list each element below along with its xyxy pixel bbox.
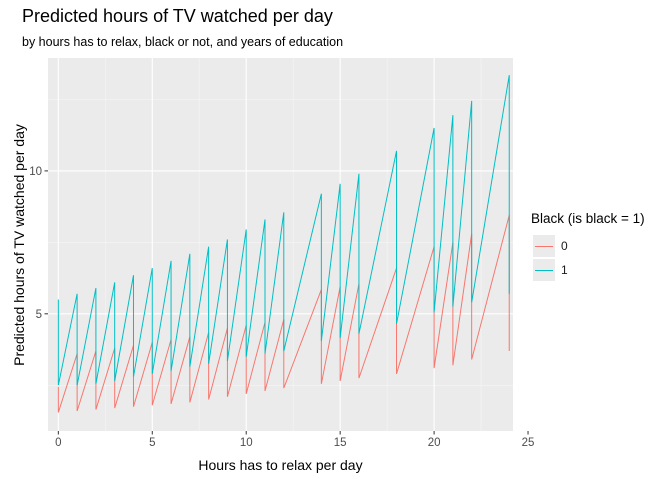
- x-tick-label: 25: [522, 437, 535, 449]
- axis-ticks: [44, 170, 529, 435]
- y-tick-label: 10: [29, 166, 42, 178]
- legend-label-1: 1: [561, 263, 568, 277]
- legend-line-1: [535, 269, 553, 271]
- legend-item-0: 0: [531, 234, 645, 258]
- x-tick-label: 10: [240, 437, 253, 449]
- x-tick-label: 5: [149, 437, 155, 449]
- x-axis-label: Hours has to relax per day: [198, 457, 363, 473]
- y-axis-label: Predicted hours of TV watched per day: [11, 124, 27, 366]
- legend-title: Black (is black = 1): [531, 211, 645, 226]
- chart-subtitle: by hours has to relax, black or not, and…: [22, 35, 344, 49]
- axis-tick-labels: 0 5 10 15 20 25 5 10: [29, 166, 534, 449]
- legend-line-0: [535, 245, 553, 247]
- legend-key-1: [533, 259, 555, 281]
- legend-key-0: [533, 235, 555, 257]
- x-tick-label: 0: [55, 437, 61, 449]
- series-layer: [57, 75, 510, 413]
- grid-minor: [48, 58, 513, 431]
- x-tick-label: 20: [428, 437, 441, 449]
- legend-item-1: 1: [531, 258, 645, 282]
- chart-title: Predicted hours of TV watched per day: [22, 6, 333, 26]
- legend: Black (is black = 1) 0 1: [531, 211, 645, 282]
- x-tick-label: 15: [334, 437, 347, 449]
- y-tick-label: 5: [36, 309, 42, 321]
- series-line-1: [57, 75, 510, 386]
- legend-label-0: 0: [561, 239, 568, 253]
- plot-panel: [48, 58, 513, 431]
